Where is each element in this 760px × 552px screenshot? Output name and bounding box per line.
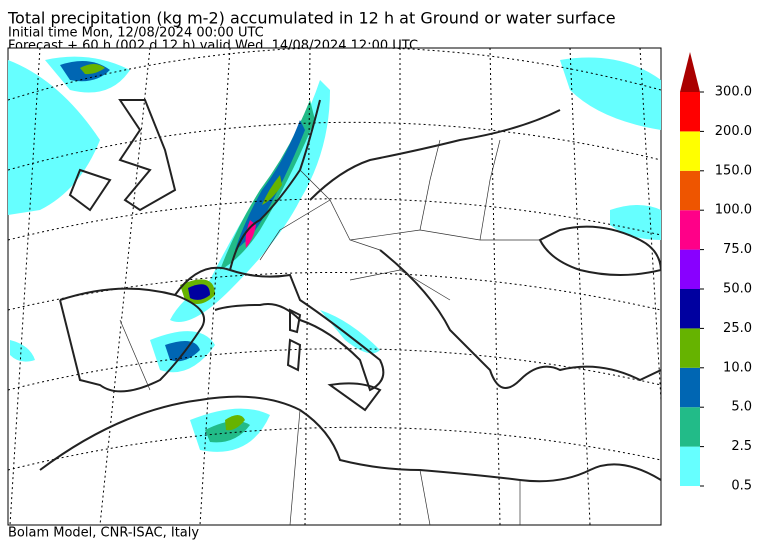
initial-time: Initial time Mon, 12/08/2024 00:00 UTC [8,26,264,41]
colorbar-label: 75.0 [723,242,752,257]
colorbar-label: 100.0 [715,203,752,218]
colorbar-band [680,92,700,132]
colorbar-label: 150.0 [715,163,752,178]
colorbar-band [680,289,700,329]
colorbar-band [680,407,700,447]
colorbar-label: 10.0 [723,360,752,375]
colorbar: 0.5 2.5 5.0 10.0 25.0 50.0 75.0 100.0 150.0 200.0… [680,52,752,494]
colorbar-band [680,170,700,211]
footer-credit: Bolam Model, CNR-ISAC, Italy [8,526,199,541]
colorbar-band [680,446,700,486]
colorbar-band [680,367,700,408]
colorbar-label: 50.0 [723,282,752,297]
colorbar-label: 5.0 [731,400,752,415]
colorbar-extension [680,52,700,92]
colorbar-band [680,131,700,171]
colorbar-label: 0.5 [731,479,752,494]
colorbar-label: 25.0 [723,321,752,336]
colorbar-label: 2.5 [731,439,752,454]
title: Total precipitation (kg m-2) accumulated… [7,9,616,28]
colorbar-band [680,328,700,368]
colorbar-band [680,210,700,250]
colorbar-band [680,249,700,289]
map [7,47,662,526]
colorbar-label: 300.0 [715,85,752,100]
colorbar-label: 200.0 [715,124,752,139]
